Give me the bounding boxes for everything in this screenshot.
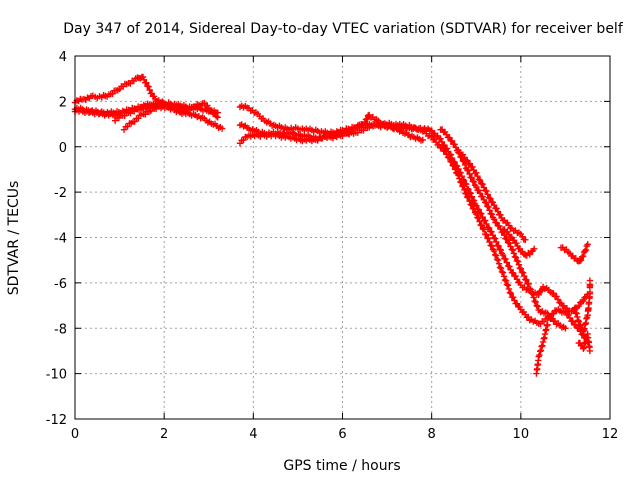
marker-trace xyxy=(571,277,594,335)
series-track-l xyxy=(455,149,529,243)
marker-trace xyxy=(120,99,221,133)
x-tick-label: 4 xyxy=(249,427,257,442)
y-tick-label: 0 xyxy=(59,141,67,156)
series-track-q xyxy=(575,330,594,355)
y-tick-label: 4 xyxy=(59,50,67,65)
marker-trace xyxy=(575,330,594,355)
x-tick-label: 0 xyxy=(71,427,79,442)
marker-trace xyxy=(437,126,569,332)
marker-trace xyxy=(557,241,591,265)
x-axis-label: GPS time / hours xyxy=(283,458,400,474)
marker-trace xyxy=(499,226,538,259)
y-tick-label: -8 xyxy=(54,322,67,337)
marker-trace xyxy=(379,119,591,346)
x-tick-label: 8 xyxy=(428,427,436,442)
series-track-o xyxy=(533,321,551,377)
x-tick-label: 2 xyxy=(160,427,168,442)
y-tick-label: -4 xyxy=(54,232,67,247)
y-axis-label: SDTVAR / TECUs xyxy=(6,181,22,296)
series-track-i xyxy=(379,119,591,346)
series-track-m xyxy=(499,226,538,259)
series-track-p xyxy=(571,277,594,335)
y-tick-label: -12 xyxy=(46,413,67,428)
marker-trace xyxy=(533,321,551,377)
series-track-e xyxy=(111,101,226,132)
marker-trace xyxy=(455,149,529,243)
plot-frame xyxy=(74,55,611,420)
y-tick-label: -6 xyxy=(54,277,67,292)
tick-labels: 0 2 4 6 8 10 12 4 2 0 -2 -4 -6 -8 -10 -12 xyxy=(46,50,619,442)
y-tick-label: 2 xyxy=(59,95,67,110)
series-track-k xyxy=(437,126,569,332)
x-tick-label: 6 xyxy=(338,427,346,442)
chart-title: Day 347 of 2014, Sidereal Day-to-day VTE… xyxy=(63,21,624,37)
y-tick-label: -2 xyxy=(54,186,67,201)
marker-trace xyxy=(419,125,591,315)
marker-trace xyxy=(111,101,226,132)
series-track-d xyxy=(120,99,221,133)
y-tick-label: -10 xyxy=(46,368,67,383)
grid xyxy=(75,56,610,419)
axis-ticks xyxy=(74,55,611,420)
series-track-j xyxy=(419,125,591,315)
series-track-n xyxy=(557,241,591,265)
x-tick-label: 12 xyxy=(602,427,619,442)
data-markers xyxy=(71,73,594,377)
x-tick-label: 10 xyxy=(513,427,530,442)
